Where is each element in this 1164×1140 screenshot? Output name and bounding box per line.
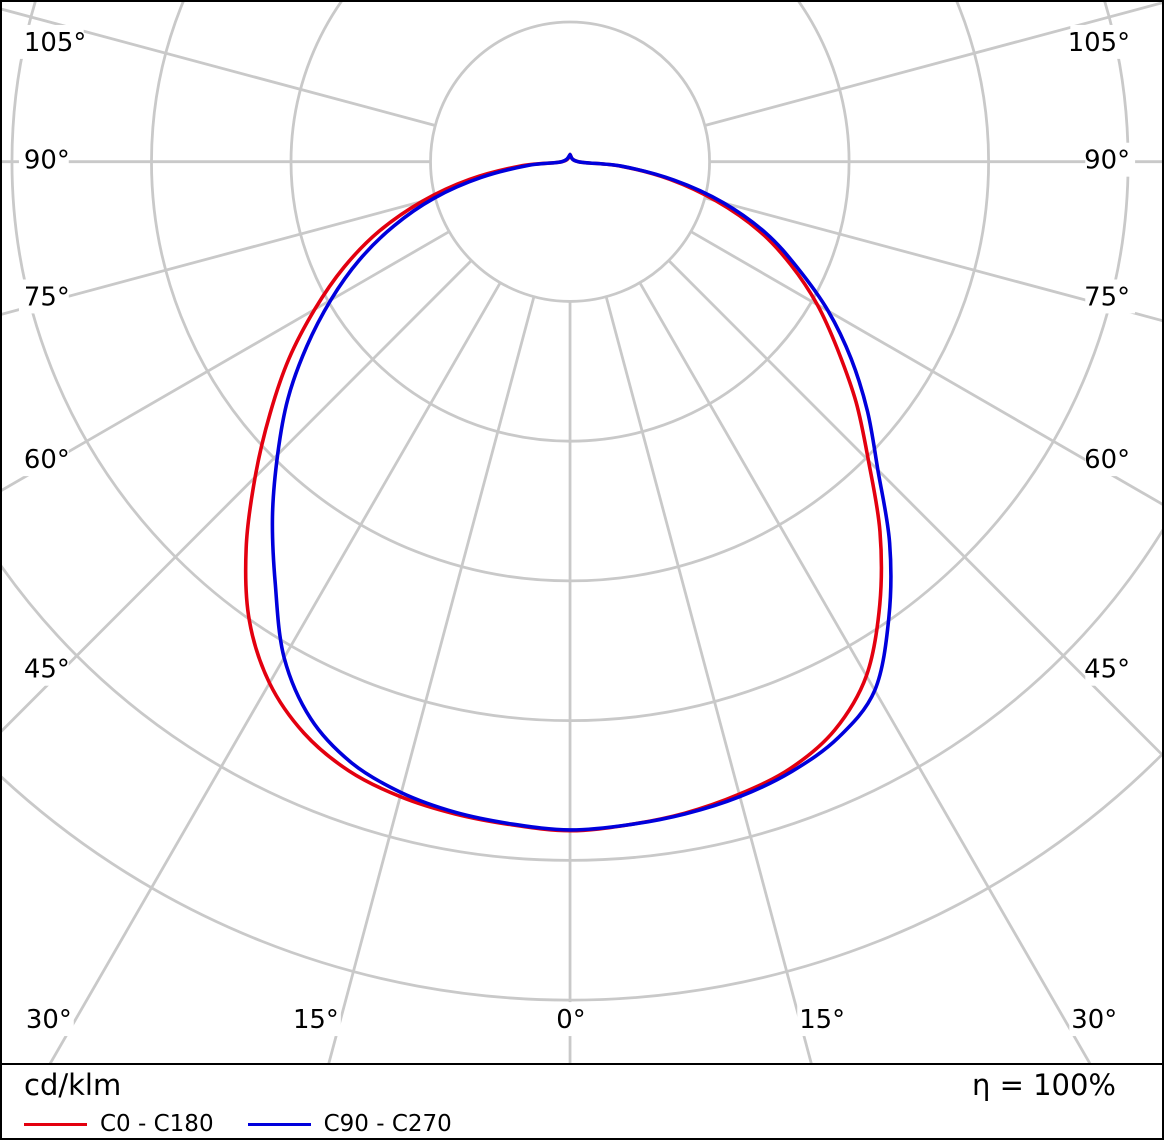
angle-label: 90° [1084, 146, 1130, 176]
footer-top-row: cd/klm η = 100% [2, 1065, 1162, 1102]
legend-line-blue [247, 1122, 311, 1126]
grid-radial-line [48, 282, 502, 1063]
polar-chart: 105° 90° 75° 60° 45° 105° 90° 75° 60° 45° 30° 15° 0°… [2, 2, 1162, 1063]
grid-radial-line [690, 230, 1162, 506]
angle-label: 15° [799, 1005, 845, 1035]
grid-radial-line [704, 2, 1162, 127]
angle-label: 75° [1084, 282, 1130, 312]
legend-line-red [24, 1122, 87, 1126]
grid-radial-line [2, 7, 436, 127]
legend-item-c90-c270: C90 - C270 [247, 1111, 452, 1137]
label-backplate [18, 279, 69, 314]
label-backplate [1069, 1002, 1120, 1037]
footer: cd/klm η = 100% C0 - C180 C90 - C270 [2, 1063, 1162, 1138]
label-backplate [1085, 279, 1136, 314]
label-backplate [18, 651, 69, 686]
angle-label: 15° [293, 1005, 339, 1035]
grid-radial-line [2, 230, 450, 492]
label-backplate [1085, 651, 1136, 686]
grid-radial-line [704, 196, 1162, 323]
angle-label: 75° [24, 282, 70, 312]
grid-radial-line [604, 296, 813, 1063]
grid-radial-line [2, 259, 473, 733]
grid-radial-line [2, 196, 436, 316]
legend-label-c0-c180: C0 - C180 [100, 1111, 214, 1137]
grid-radial-line [667, 259, 1162, 757]
angle-label: 90° [24, 146, 70, 176]
angle-label: 105° [1068, 28, 1130, 58]
angle-label: 0° [556, 1005, 585, 1035]
label-backplate [18, 142, 69, 177]
efficiency-label: η = 100% [971, 1068, 1116, 1102]
label-backplate [291, 1002, 341, 1037]
angle-label: 45° [1084, 655, 1130, 685]
label-backplate [1085, 142, 1136, 177]
angle-label: 30° [26, 1005, 72, 1035]
angle-label: 60° [1084, 445, 1130, 475]
grid-radial-line [327, 296, 536, 1063]
units-label: cd/klm [24, 1068, 122, 1102]
label-backplate [797, 1002, 848, 1037]
angle-label: 105° [24, 28, 86, 58]
legend-item-c0-c180: C0 - C180 [24, 1111, 214, 1137]
label-backplate [23, 1002, 74, 1037]
label-backplate [553, 1002, 589, 1037]
grid-ring [429, 20, 711, 303]
label-backplate [1085, 442, 1136, 477]
label-backplate [18, 442, 69, 477]
label-backplate [1070, 24, 1136, 59]
angle-label: 45° [24, 655, 70, 685]
angle-label: 30° [1071, 1005, 1117, 1035]
legend: C0 - C180 C90 - C270 [24, 1111, 452, 1137]
legend-label-c90-c270: C90 - C270 [323, 1111, 452, 1137]
label-backplate [18, 24, 84, 59]
curve-c90-c270 [270, 152, 893, 832]
angle-label: 60° [24, 445, 70, 475]
grid-radial-line [638, 282, 1092, 1063]
